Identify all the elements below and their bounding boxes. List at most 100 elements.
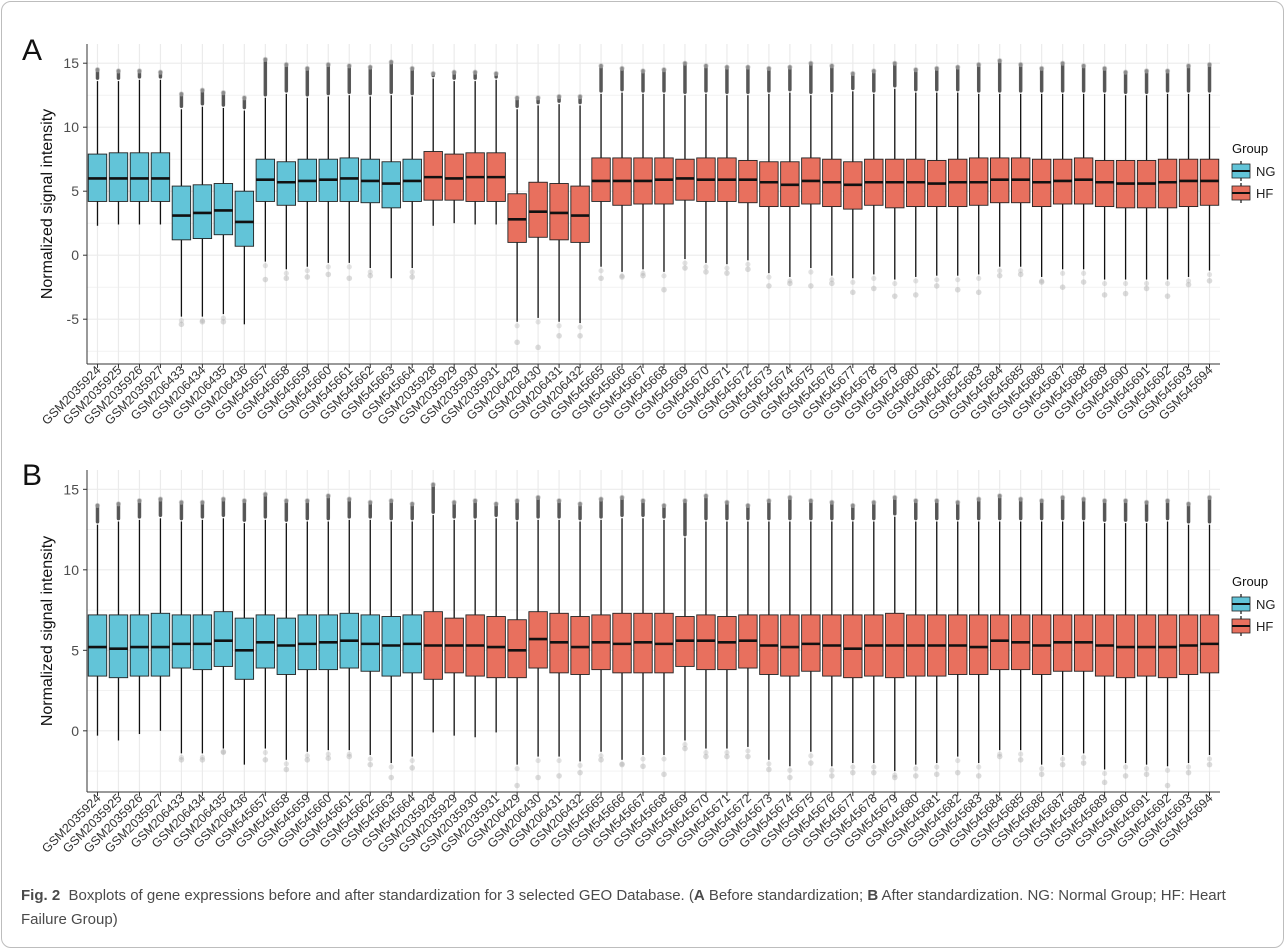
outlier-point-high <box>808 497 814 504</box>
outlier-point-low <box>619 761 625 768</box>
outlier-point-low <box>1185 769 1192 776</box>
outlier-point-high <box>262 56 268 62</box>
outlier-point-high <box>1081 496 1087 502</box>
outlier-point-high <box>262 491 268 497</box>
plot-background <box>87 470 1220 792</box>
outlier-point-low <box>262 757 269 763</box>
outlier-point-high <box>955 64 961 70</box>
outlier-point-low <box>283 270 289 276</box>
outlier-point-high <box>640 68 646 74</box>
outlier-point-low <box>787 774 793 781</box>
outlier-point-low <box>346 275 353 282</box>
outlier-point-low <box>1185 281 1192 288</box>
outlier-point-high <box>976 61 982 68</box>
outlier-point-high <box>724 64 730 70</box>
outlier-point-high <box>682 60 688 66</box>
outlier-point-low <box>850 769 856 776</box>
outlier-point-high <box>220 496 226 502</box>
outlier-point-high <box>325 61 331 68</box>
outlier-point-low <box>388 764 394 770</box>
caption-text-3: After standardization. NG: Normal Group;… <box>21 887 1226 928</box>
outlier-point-high <box>619 65 625 71</box>
outlier-point-low <box>304 268 310 274</box>
outlier-point-high <box>787 64 793 70</box>
box-GSM206432 <box>570 616 590 675</box>
legend-label-hf: HF <box>1256 186 1273 201</box>
legend-label-ng: NG <box>1256 164 1276 179</box>
outlier-point-low <box>703 749 709 756</box>
outlier-point-high <box>934 497 940 504</box>
outlier-point-high <box>1018 61 1024 68</box>
outlier-point-high <box>514 95 520 101</box>
outlier-point-high <box>346 63 352 69</box>
outlier-point-high <box>934 65 940 71</box>
y-tick-label: -5 <box>67 311 80 327</box>
outlier-point-low <box>934 277 940 283</box>
outlier-point-low <box>1060 270 1066 276</box>
caption-label-b: B <box>867 887 879 904</box>
outlier-point-high <box>766 65 772 71</box>
outlier-point-low <box>346 264 352 270</box>
outlier-point-low <box>661 771 667 778</box>
outlier-point-low <box>703 753 709 760</box>
outlier-point-low <box>619 273 625 279</box>
outlier-point-high <box>1206 494 1213 500</box>
outlier-point-high <box>367 64 373 70</box>
outlier-point-low <box>829 280 835 287</box>
outlier-point-high <box>178 499 185 505</box>
outlier-point-low <box>262 276 269 283</box>
outlier-point-high <box>787 494 793 500</box>
outlier-point-low <box>199 757 206 763</box>
legend-title: Group <box>1232 141 1268 156</box>
outlier-point-low <box>1185 764 1192 770</box>
outlier-point-low <box>220 318 227 325</box>
outlier-point-high <box>829 499 835 505</box>
box-GSM206435 <box>213 611 234 667</box>
outlier-point-high <box>892 60 898 66</box>
outlier-point-low <box>514 323 520 329</box>
outlier-point-high <box>514 497 520 504</box>
outlier-point-high <box>115 501 122 507</box>
outlier-point-high <box>976 496 982 502</box>
outlier-point-high <box>346 496 352 502</box>
y-tick-label: 10 <box>63 562 79 578</box>
outlier-point-high <box>304 497 310 504</box>
outlier-point-high <box>955 499 961 505</box>
caption-text-2: Before standardization; <box>704 887 868 904</box>
outlier-point-low <box>850 279 856 285</box>
outlier-point-low <box>1122 773 1129 779</box>
outlier-point-high <box>745 502 751 509</box>
outlier-point-low <box>682 745 688 752</box>
caption-fig-label: Fig. 2 <box>21 887 61 904</box>
outlier-point-high <box>598 496 604 502</box>
outlier-point-high <box>241 95 247 101</box>
outlier-point-low <box>661 273 667 279</box>
panel-letter: A <box>22 34 42 67</box>
outlier-point-high <box>493 70 499 77</box>
outlier-point-low <box>325 264 331 270</box>
outlier-point-high <box>871 68 877 74</box>
outlier-point-high <box>241 497 247 504</box>
outlier-point-low <box>262 749 268 756</box>
box-GSM2035926 <box>129 614 150 677</box>
outlier-point-high <box>535 494 541 500</box>
outlier-point-high <box>598 63 604 69</box>
outlier-point-low <box>766 761 772 767</box>
outlier-point-low <box>1038 771 1045 778</box>
outlier-point-low <box>598 753 604 759</box>
outlier-point-low <box>787 767 793 773</box>
outlier-point-low <box>577 769 583 776</box>
outlier-point-low <box>1164 782 1171 789</box>
outlier-point-low <box>304 753 310 759</box>
outlier-point-high <box>199 499 205 505</box>
outlier-point-low <box>1164 767 1171 773</box>
outlier-point-low <box>682 265 688 271</box>
outlier-point-low <box>1122 764 1129 770</box>
outlier-point-high <box>1122 497 1129 504</box>
outlier-point-low <box>1081 270 1087 276</box>
outlier-point-high <box>1081 63 1087 69</box>
outlier-point-high <box>388 59 394 65</box>
outlier-point-high <box>556 497 562 504</box>
outlier-point-low <box>1018 751 1024 757</box>
